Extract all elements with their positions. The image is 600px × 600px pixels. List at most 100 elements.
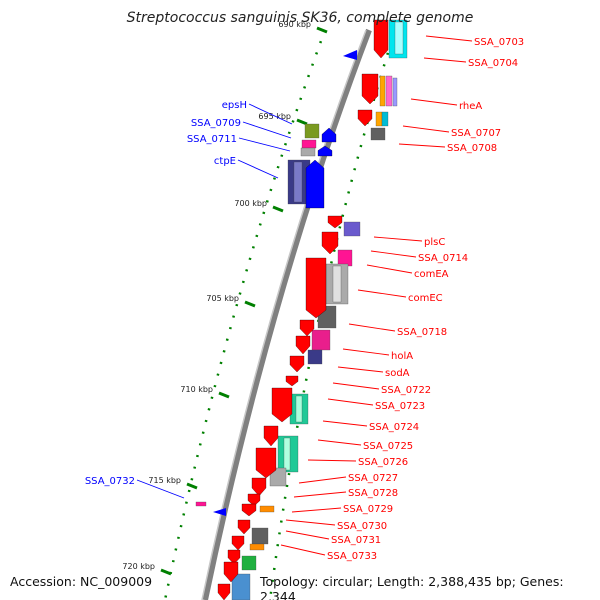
- gene-label-SSA_0707: SSA_0707: [451, 128, 501, 139]
- feature-block: [301, 139, 317, 149]
- feature-block: [269, 467, 287, 487]
- feature-block: [304, 123, 320, 139]
- forward-gene-arrow: [247, 493, 261, 507]
- label-leader-line: [327, 398, 374, 406]
- gene-label-epsH: epsH: [222, 100, 247, 111]
- forward-gene-arrow: [237, 519, 251, 535]
- map-title: Streptococcus sanguinis SK36, complete g…: [126, 10, 474, 26]
- feature-block: [283, 437, 291, 471]
- gene-label-SSA_0714: SSA_0714: [418, 253, 468, 264]
- kbp-tick-label: 710 kbp: [180, 385, 213, 394]
- feature-block: [332, 265, 342, 303]
- label-leader-line: [293, 491, 347, 498]
- gene-label-comEC: comEC: [408, 293, 443, 304]
- gene-label-holA: holA: [391, 351, 413, 362]
- forward-gene-arrow: [305, 257, 327, 319]
- kbp-tick-label: 700 kbp: [234, 199, 267, 208]
- kbp-tick-label: 690 kbp: [278, 20, 311, 29]
- feature-block: [311, 329, 331, 351]
- forward-gene-arrow: [361, 73, 379, 105]
- kbp-tick-mark: [218, 391, 230, 399]
- gene-label-SSA_0709: SSA_0709: [191, 118, 241, 129]
- forward-gene-arrow: [321, 231, 339, 255]
- label-leader-line: [366, 264, 413, 274]
- label-leader-line: [332, 382, 380, 390]
- feature-block: [307, 349, 323, 365]
- kbp-tick-mark: [296, 118, 308, 126]
- label-leader-line: [238, 137, 291, 152]
- forward-gene-arrow: [327, 215, 343, 229]
- gene-label-SSA_0724: SSA_0724: [369, 422, 419, 433]
- label-leader-line: [280, 544, 326, 556]
- gene-label-SSA_0733: SSA_0733: [327, 551, 377, 562]
- label-leader-line: [348, 323, 396, 332]
- label-leader-line: [242, 121, 292, 139]
- gene-label-SSA_0723: SSA_0723: [375, 401, 425, 412]
- feature-blocks: [195, 19, 408, 600]
- gene-label-SSA_0718: SSA_0718: [397, 327, 447, 338]
- feature-block: [293, 161, 303, 203]
- kbp-tick-mark: [186, 482, 198, 490]
- label-leader-line: [248, 103, 293, 125]
- feature-block: [300, 147, 316, 157]
- label-leader-line: [298, 476, 347, 484]
- gene-labels: SSA_0703 SSA_0704 rheA SSA_0707 SSA_0708 plsC…: [85, 37, 524, 562]
- guide-curve-outer: [163, 29, 327, 600]
- feature-block: [343, 221, 361, 237]
- feature-block: [379, 75, 386, 107]
- reverse-gene-arrow: [317, 145, 333, 157]
- gene-label-SSA_0729: SSA_0729: [343, 504, 393, 515]
- gene-label-SSA_0731: SSA_0731: [331, 535, 381, 546]
- accession-text: Accession: NC_009009: [10, 574, 153, 589]
- gene-arrows: [213, 19, 389, 600]
- forward-gene-arrow: [271, 387, 293, 423]
- feature-block: [231, 573, 251, 600]
- reverse-gene-arrow: [213, 508, 226, 516]
- gene-label-ctpE: ctpE: [214, 156, 236, 167]
- forward-gene-arrow: [295, 335, 311, 355]
- gene-label-rheA: rheA: [459, 101, 482, 112]
- gene-label-SSA_0728: SSA_0728: [348, 488, 398, 499]
- kbp-tick-mark: [160, 568, 172, 576]
- feature-block: [337, 249, 353, 267]
- gene-label-SSA_0732: SSA_0732: [85, 476, 135, 487]
- label-leader-line: [136, 479, 185, 499]
- label-leader-line: [237, 159, 279, 179]
- forward-gene-arrow: [357, 109, 373, 127]
- label-leader-line: [337, 366, 384, 373]
- gene-label-comEA: comEA: [414, 269, 449, 280]
- kbp-tick-label: 720 kbp: [122, 562, 155, 571]
- feature-block: [195, 501, 207, 507]
- forward-gene-arrow: [373, 19, 389, 59]
- gene-label-SSA_0722: SSA_0722: [381, 385, 431, 396]
- gene-label-SSA_0703: SSA_0703: [474, 37, 524, 48]
- gene-label-SSA_0704: SSA_0704: [468, 58, 518, 69]
- forward-gene-arrow: [289, 355, 305, 373]
- label-leader-line: [342, 348, 390, 356]
- kbp-tick-label: 705 kbp: [206, 294, 239, 303]
- feature-block: [370, 127, 386, 141]
- label-leader-line: [370, 250, 417, 258]
- feature-block: [392, 77, 398, 107]
- feature-block: [381, 111, 389, 127]
- label-leader-line: [317, 439, 362, 446]
- kbp-tick-mark: [316, 26, 328, 34]
- forward-gene-arrow: [285, 375, 299, 387]
- gene-label-SSA_0726: SSA_0726: [358, 457, 408, 468]
- gene-label-sodA: sodA: [385, 368, 410, 379]
- label-leader-line: [357, 289, 407, 298]
- label-leader-line: [423, 57, 467, 63]
- reverse-gene-arrow: [305, 159, 325, 209]
- kbp-tick-mark: [272, 205, 284, 213]
- feature-block: [251, 527, 269, 545]
- label-leader-line: [285, 530, 330, 540]
- feature-block: [394, 21, 404, 55]
- forward-gene-arrow: [227, 549, 241, 565]
- feature-block: [249, 543, 265, 551]
- kbp-ticks: 690 kbp 695 kbp 700 kbp 705 kbp 710 kbp 715 k…: [122, 20, 328, 576]
- kbp-tick-mark: [244, 300, 256, 308]
- label-leader-line: [410, 98, 458, 106]
- forward-gene-arrow: [299, 319, 315, 337]
